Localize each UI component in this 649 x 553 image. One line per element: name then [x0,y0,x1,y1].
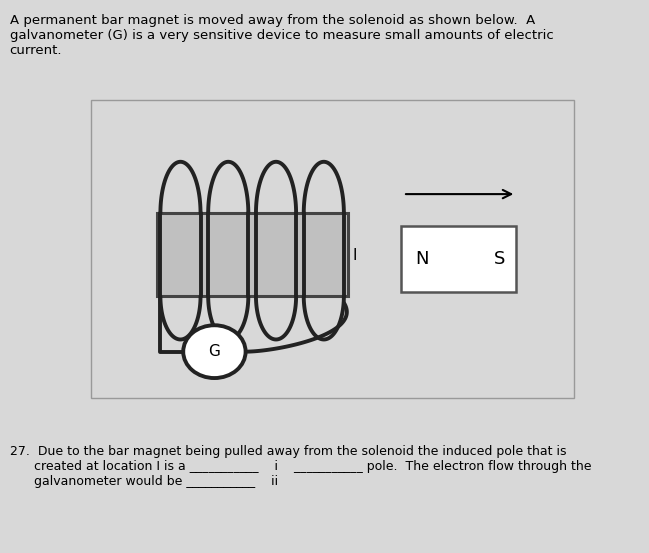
Text: S: S [494,250,506,268]
Text: 27.  Due to the bar magnet being pulled away from the solenoid the induced pole : 27. Due to the bar magnet being pulled a… [10,445,591,488]
Bar [91,101,574,399]
Bar [400,226,516,292]
Bar [156,213,348,296]
Text: N: N [415,250,429,268]
Text: G: G [208,344,221,359]
Text: I: I [353,248,358,263]
Text: A permanent bar magnet is moved away from the solenoid as shown below.  A
galvan: A permanent bar magnet is moved away fro… [10,14,554,57]
Circle shape [183,325,245,378]
